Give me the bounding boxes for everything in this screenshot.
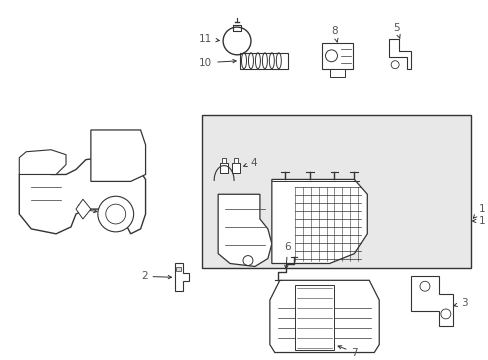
Text: 9: 9 (76, 204, 97, 214)
Bar (176, 267, 181, 271)
Bar (202, 115, 470, 269)
Polygon shape (294, 285, 334, 350)
Text: 1: 1 (478, 216, 484, 226)
Bar (240, 53, 287, 69)
Polygon shape (410, 276, 452, 326)
Bar (329, 69, 345, 77)
Bar (220, 163, 227, 172)
Polygon shape (388, 39, 410, 69)
Text: 1: 1 (472, 204, 484, 218)
Polygon shape (91, 130, 145, 181)
Polygon shape (269, 280, 379, 352)
Text: 5: 5 (392, 23, 399, 39)
Text: 2: 2 (141, 271, 171, 282)
Bar (232, 163, 240, 172)
Circle shape (98, 196, 133, 232)
Text: 11: 11 (199, 34, 219, 44)
Polygon shape (19, 150, 66, 175)
Bar (222, 158, 225, 163)
Text: 8: 8 (330, 26, 337, 42)
Polygon shape (19, 158, 145, 234)
Text: 10: 10 (199, 58, 236, 68)
Text: 6: 6 (284, 242, 290, 269)
Polygon shape (271, 179, 366, 264)
Text: 4: 4 (243, 158, 256, 168)
Text: 3: 3 (453, 298, 467, 308)
Bar (321, 43, 353, 69)
Polygon shape (76, 199, 91, 219)
Polygon shape (175, 264, 189, 291)
Polygon shape (218, 194, 271, 266)
Text: 7: 7 (337, 346, 357, 357)
Bar (234, 158, 238, 163)
